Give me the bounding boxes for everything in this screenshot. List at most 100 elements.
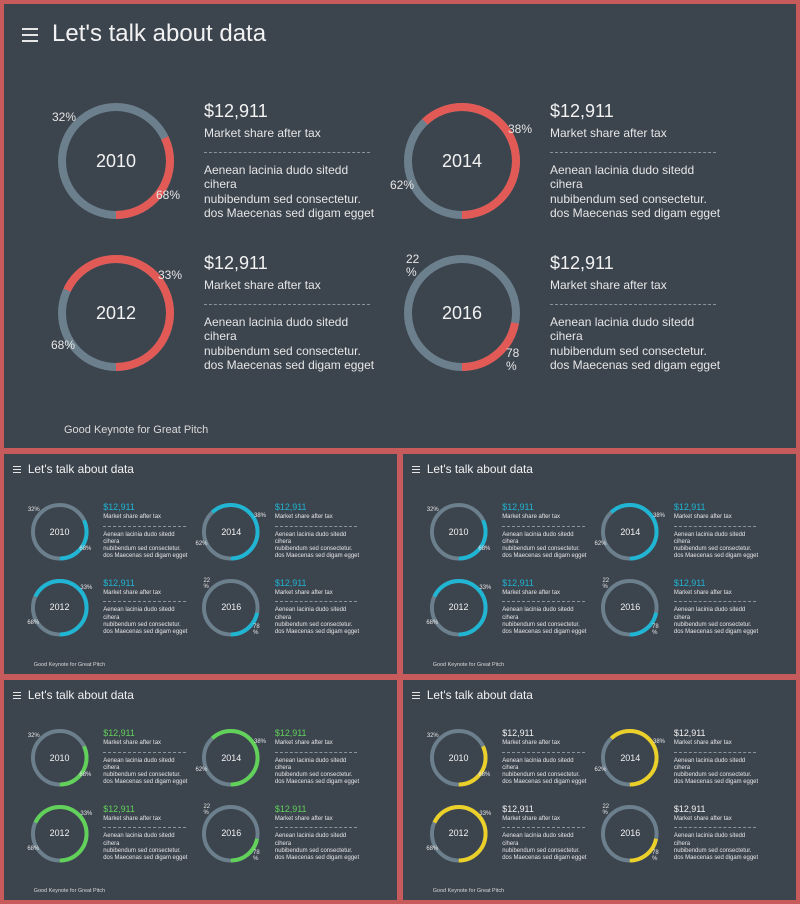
amount-subtitle: Market share after tax (673, 514, 732, 521)
percent-label-b: 62% (594, 766, 607, 773)
description-line: dos Maecenas sed digam egget (673, 854, 759, 861)
divider (274, 752, 358, 754)
amount-subtitle: Market share after tax (204, 126, 321, 140)
year-label: 2014 (620, 752, 641, 763)
amount-subtitle: Market share after tax (274, 815, 333, 822)
slide-title: Let's talk about data (426, 461, 533, 476)
description: Aenean lacinia dudo sitedd cihera nubibend… (274, 758, 359, 787)
year-label: 2016 (221, 828, 242, 839)
divider (550, 304, 716, 305)
percent-label-b: 78% (253, 624, 260, 637)
hamburger-menu-icon[interactable] (22, 28, 38, 44)
description: Aenean lacinia dudo sitedd cihera nubibend… (502, 607, 587, 636)
year-label: 2016 (620, 602, 641, 613)
year-label: 2010 (95, 151, 137, 171)
donut-chart-2012 (58, 255, 174, 371)
description-line: cihera (673, 539, 691, 546)
donut-chart-2010 (429, 503, 488, 561)
card-text: $12,911 Market share after tax Aenean laci… (673, 804, 759, 862)
hamburger-menu-icon[interactable] (411, 465, 420, 474)
description-line: cihera (274, 614, 292, 621)
card-text: $12,911 Market share after tax Aenean laci… (502, 728, 586, 786)
data-card-2010: 2010 32% 68% $12,911 Market share after tax A… (52, 101, 386, 231)
description-line: cihera (274, 765, 292, 772)
description-line: cihera (550, 329, 583, 344)
donut-chart-2014 (601, 729, 660, 787)
card-text: $12,911 Market share after tax Aenean laci… (550, 101, 720, 221)
amount-value: $12,911 (274, 502, 307, 513)
card-text: $12,911 Market share after tax Aenean laci… (103, 578, 187, 636)
card-text: $12,911 Market share after tax Aenean laci… (274, 804, 359, 862)
donut-highlight (202, 578, 261, 637)
description-line: dos Maecenas sed digam egget (673, 779, 759, 786)
description: Aenean lacinia dudo sitedd cihera nubibend… (204, 315, 375, 373)
donut-highlight (30, 578, 89, 637)
percent-label-a: 22% (602, 577, 610, 590)
description-line: dos Maecenas sed digam egget (502, 854, 587, 861)
donut-chart-2014 (404, 103, 520, 219)
data-card-2010: 2010 32% 68% $12,911 Market share after tax A… (28, 728, 194, 793)
description: Aenean lacinia dudo sitedd cihera nubibend… (673, 833, 759, 862)
description-line: Aenean lacinia dudo sitedd (673, 833, 746, 840)
slide-footer: Good Keynote for Great Pitch (64, 424, 209, 436)
percent-label-b: 68% (27, 846, 40, 853)
divider (274, 526, 358, 528)
description-line: Aenean lacinia dudo sitedd (103, 833, 175, 840)
donut-highlight (58, 103, 174, 219)
description-line: nubibendum sed consectetur. (103, 772, 181, 779)
year-label: 2012 (95, 303, 137, 323)
divider (502, 752, 585, 754)
amount-subtitle: Market share after tax (502, 514, 560, 521)
divider (550, 152, 716, 153)
percent-label-b: 62% (390, 178, 415, 192)
description-line: Aenean lacinia dudo sitedd (502, 758, 574, 765)
data-card-2014: 2014 38% 62% $12,911 Market share after tax A… (196, 728, 365, 793)
description-line: dos Maecenas sed digam egget (502, 628, 587, 635)
amount-subtitle: Market share after tax (274, 740, 333, 747)
amount-value: $12,911 (103, 803, 135, 814)
data-card-2016: 2016 22% 78% $12,911 Market share after tax A… (402, 253, 732, 383)
hamburger-menu-icon[interactable] (12, 465, 21, 474)
description: Aenean lacinia dudo sitedd cihera nubibend… (502, 833, 587, 862)
donut-highlight (429, 804, 488, 863)
card-text: $12,911 Market share after tax Aenean laci… (103, 728, 187, 787)
donut-chart-2010 (429, 729, 488, 787)
description-line: Aenean lacinia dudo sitedd (502, 532, 574, 539)
description-line: nubibendum sed consectetur. (673, 772, 752, 779)
amount-value: $12,911 (103, 502, 135, 513)
divider (673, 752, 757, 754)
donut-highlight (30, 729, 89, 787)
donut-highlight (429, 729, 488, 787)
percent-label-a: 32% (426, 507, 439, 514)
hamburger-menu-icon[interactable] (12, 691, 21, 700)
slide-title: Let's talk about data (27, 461, 134, 476)
description: Aenean lacinia dudo sitedd cihera nubibend… (103, 758, 187, 787)
percent-label-a: 32% (426, 733, 439, 740)
card-text: $12,911 Market share after tax Aenean laci… (204, 253, 375, 373)
card-text: $12,911 Market share after tax Aenean laci… (204, 101, 374, 221)
percent-label-b: 78% (253, 850, 260, 863)
hamburger-menu-icon[interactable] (411, 691, 420, 700)
amount-subtitle: Market share after tax (103, 815, 161, 822)
donut-chart-2014 (202, 503, 261, 561)
amount-subtitle: Market share after tax (673, 815, 732, 822)
card-text: $12,911 Market share after tax Aenean laci… (673, 728, 759, 786)
percent-label-b: 68% (51, 338, 76, 352)
description-line: cihera (103, 539, 120, 546)
data-card-2010: 2010 32% 68% $12,911 Market share after tax A… (426, 502, 593, 567)
description-line: Aenean lacinia dudo sitedd (103, 758, 175, 765)
description-line: cihera (103, 840, 120, 847)
description-line: nubibendum sed consectetur. (274, 772, 353, 779)
percent-label-a: 33% (479, 585, 492, 592)
card-text: $12,911 Market share after tax Aenean laci… (103, 502, 187, 560)
description-line: dos Maecenas sed digam egget (673, 628, 759, 635)
description-line: Aenean lacinia dudo sitedd (550, 315, 695, 329)
slide-green: Let's talk about data Good Keynote for Gr… (4, 680, 397, 900)
description-line: dos Maecenas sed digam egget (204, 358, 375, 373)
year-label: 2010 (49, 752, 70, 763)
percent-label-b: 68% (426, 846, 439, 853)
year-label: 2010 (448, 752, 469, 763)
year-label: 2016 (620, 828, 641, 839)
percent-label-b: 68% (478, 545, 491, 552)
description-line: dos Maecenas sed digam egget (502, 553, 587, 560)
